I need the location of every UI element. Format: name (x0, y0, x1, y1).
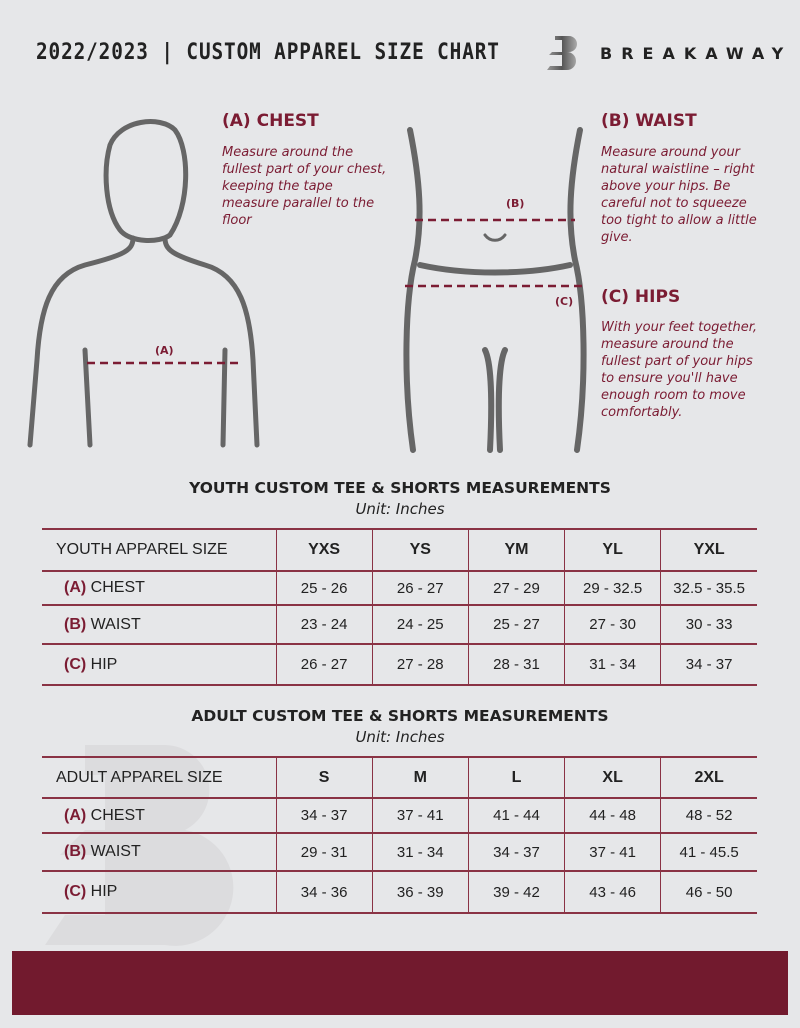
row-code: (A) (64, 806, 87, 824)
header-cell: ADULT APPAREL SIZE (42, 756, 276, 799)
row-label: WAIST (90, 615, 141, 633)
table-row: (A) CHEST 25 - 26 26 - 27 27 - 29 29 - 32.5 3… (42, 570, 757, 606)
cell: 23 - 24 (275, 604, 373, 645)
table-row: (B) WAIST 23 - 24 24 - 25 25 - 27 27 - 30 30 … (42, 604, 757, 645)
youth-table-title: YOUTH CUSTOM TEE & SHORTS MEASUREMENTS (189, 479, 611, 497)
cell: 25 - 27 (467, 604, 565, 645)
upper-body-illustration (27, 119, 260, 448)
footer-bar (12, 951, 788, 1015)
cell: 41 - 44 (467, 797, 565, 834)
header-cell: YM (467, 528, 565, 572)
header-cell: YXS (275, 528, 373, 572)
brand-name: BREAKAWAY (600, 44, 793, 63)
youth-size-table: YOUTH APPAREL SIZE YXS YS YM YL YXL (A) CHEST… (42, 528, 757, 686)
table-header-row: ADULT APPAREL SIZE S M L XL 2XL (42, 756, 757, 799)
row-code: (C) (64, 883, 87, 900)
table-row: (C) HIP 34 - 36 36 - 39 39 - 42 43 - 46 46 - … (42, 870, 757, 914)
row-label: CHEST (90, 806, 145, 824)
cell: 34 - 37 (660, 643, 757, 686)
waist-marker: (B) (506, 197, 525, 210)
chest-marker: (A) (155, 344, 174, 357)
cell: 41 - 45.5 (660, 832, 757, 872)
row-code: (B) (64, 843, 87, 860)
adult-size-table: ADULT APPAREL SIZE S M L XL 2XL (A) CHEST 34 -… (42, 756, 757, 914)
header-cell: XL (564, 756, 661, 799)
cell: 29 - 32.5 (564, 570, 661, 606)
cell: 36 - 39 (371, 870, 469, 914)
header-cell: M (371, 756, 469, 799)
youth-unit: Unit: Inches (355, 500, 445, 518)
header-cell: S (275, 756, 373, 799)
hips-description: With your feet together, measure around … (601, 320, 758, 420)
cell: 27 - 29 (467, 570, 565, 606)
adult-unit: Unit: Inches (355, 728, 445, 746)
header-cell: 2XL (660, 756, 757, 799)
cell: 31 - 34 (371, 832, 469, 872)
cell: 32.5 - 35.5 (660, 570, 757, 606)
cell: 26 - 27 (371, 570, 469, 606)
hips-heading: (C) HIPS (601, 287, 681, 307)
chest-description: Measure around the fullest part of your … (222, 145, 387, 228)
row-code: (B) (64, 615, 87, 633)
cell: 30 - 33 (660, 604, 757, 645)
cell: 37 - 41 (371, 797, 469, 834)
cell: 31 - 34 (564, 643, 661, 686)
cell: 26 - 27 (275, 643, 373, 686)
row-label: HIP (90, 883, 118, 900)
header-cell: YL (564, 528, 661, 572)
header-cell: L (467, 756, 565, 799)
waist-description: Measure around your natural waistline – … (601, 145, 757, 245)
table-header-row: YOUTH APPAREL SIZE YXS YS YM YL YXL (42, 528, 757, 572)
row-code: (A) (64, 579, 87, 596)
waist-heading: (B) WAIST (601, 111, 697, 131)
breakaway-logo-icon (547, 36, 577, 70)
cell: 43 - 46 (564, 870, 661, 914)
header-cell: YXL (660, 528, 757, 572)
cell: 29 - 31 (275, 832, 373, 872)
header-cell: YS (371, 528, 469, 572)
cell: 39 - 42 (467, 870, 565, 914)
cell: 34 - 37 (467, 832, 565, 872)
row-label: WAIST (90, 843, 141, 860)
table-row: (A) CHEST 34 - 37 37 - 41 41 - 44 44 - 48 48 … (42, 797, 757, 834)
cell: 46 - 50 (660, 870, 757, 914)
cell: 48 - 52 (660, 797, 757, 834)
cell: 44 - 48 (564, 797, 661, 834)
lower-body-illustration (403, 127, 587, 453)
cell: 34 - 36 (275, 870, 373, 914)
cell: 27 - 28 (371, 643, 469, 686)
row-label: CHEST (90, 579, 145, 596)
cell: 37 - 41 (564, 832, 661, 872)
table-row: (B) WAIST 29 - 31 31 - 34 34 - 37 37 - 41 41 … (42, 832, 757, 872)
row-label: HIP (90, 655, 118, 673)
chest-heading: (A) CHEST (222, 111, 319, 131)
cell: 34 - 37 (275, 797, 373, 834)
table-row: (C) HIP 26 - 27 27 - 28 28 - 31 31 - 34 34 - … (42, 643, 757, 686)
adult-table-title: ADULT CUSTOM TEE & SHORTS MEASUREMENTS (191, 707, 609, 725)
header-cell: YOUTH APPAREL SIZE (42, 528, 276, 572)
page-title: 2022/2023 | CUSTOM APPAREL SIZE CHART (36, 40, 500, 65)
cell: 25 - 26 (275, 570, 373, 606)
hips-marker: (C) (555, 295, 574, 308)
cell: 27 - 30 (564, 604, 661, 645)
cell: 24 - 25 (371, 604, 469, 645)
row-code: (C) (64, 655, 87, 673)
cell: 28 - 31 (467, 643, 565, 686)
